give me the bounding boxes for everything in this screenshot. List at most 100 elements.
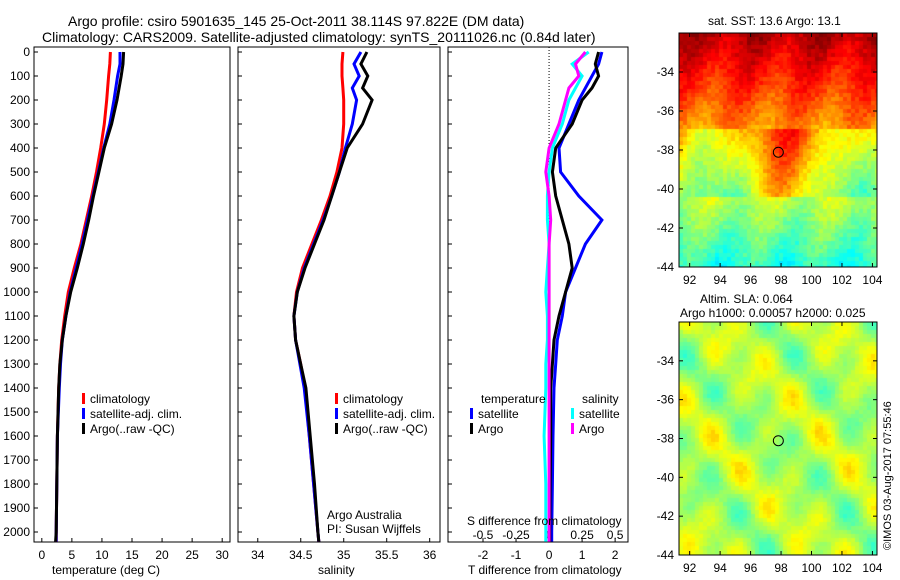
legend-label: satellite-adj. clim. (90, 407, 183, 421)
argo-location-marker (772, 435, 784, 447)
x-tick-label: 35.5 (375, 548, 399, 562)
y-tick-label: 1700 (3, 453, 30, 467)
x-tick-label: 92 (683, 273, 697, 287)
copyright-stamp: ©IMOS 03-Aug-2017 07:55:46 (882, 401, 894, 550)
legend-label: Argo(..raw -QC) (90, 422, 175, 436)
y-tick-label: 100 (10, 69, 30, 83)
salinity-axis-label: salinity (318, 563, 355, 577)
y-tick-label: 1400 (3, 381, 30, 395)
series-temperature-satellite (550, 51, 604, 542)
sla-map-title: Altim. SLA: 0.064 (700, 292, 793, 306)
x-tick-label: 15 (125, 548, 139, 562)
y-tick-label: -44 (657, 548, 675, 562)
credit-text: Argo Australia (327, 508, 402, 522)
legend-label: climatology (343, 392, 404, 406)
title-line1: Argo profile: csiro 5901635_145 25-Oct-2… (68, 13, 525, 29)
sla-map-subtitle: Argo h1000: 0.00057 h2000: 0.025 (680, 306, 866, 320)
diff-legend-temperature: temperature satellite Argo (470, 392, 546, 437)
x-tick-label: 104 (862, 561, 882, 575)
x2-tick-label: 0.5 (607, 528, 624, 542)
y-tick-label: 1200 (3, 333, 30, 347)
y-tick-label: 400 (10, 141, 30, 155)
x2-tick-label: 0.25 (570, 528, 594, 542)
x-tick-label: 25 (185, 548, 199, 562)
x-tick-label: 98 (774, 561, 788, 575)
y-tick-label: 1100 (4, 309, 30, 323)
legend-swatch (335, 423, 338, 434)
x-tick-label: -2 (478, 548, 489, 562)
x-tick-label: 92 (683, 561, 697, 575)
x-tick-label: 0 (546, 548, 553, 562)
legend-swatch (82, 393, 85, 404)
legend-swatch (335, 408, 338, 419)
x-tick-label: 5 (69, 548, 76, 562)
x-tick-label: 94 (713, 561, 727, 575)
y-tick-label: 600 (10, 189, 30, 203)
y-tick-label: 700 (10, 213, 30, 227)
x-tick-label: 1 (579, 548, 586, 562)
legend-swatch (335, 393, 338, 404)
legend-swatch (470, 408, 473, 419)
y-tick-label: 200 (10, 93, 30, 107)
y-tick-label: -34 (657, 65, 675, 79)
legend-label: Argo (579, 422, 605, 436)
y-tick-label: 1300 (3, 357, 30, 371)
y-tick-label: -34 (657, 354, 675, 368)
x-tick-label: 34 (251, 548, 265, 562)
series-argo-raw-qc- (54, 51, 126, 542)
legend-label: Argo(..raw -QC) (343, 422, 428, 436)
y-tick-label: -44 (657, 260, 675, 274)
legend-label: Argo (478, 422, 504, 436)
y-tick-label: -36 (657, 393, 675, 407)
x-tick-label: 94 (713, 273, 727, 287)
y-tick-label: 1800 (3, 477, 30, 491)
y-tick-label: 1000 (3, 285, 30, 299)
temperature-axis-label: temperature (deg C) (52, 563, 161, 577)
x-tick-label: 104 (862, 273, 882, 287)
legend-swatch (571, 423, 574, 434)
x-tick-label: -1 (511, 548, 522, 562)
legend-label: satellite-adj. clim. (343, 407, 436, 421)
sla-map-box (678, 321, 878, 556)
title-line2: Climatology: CARS2009. Satellite-adjuste… (42, 29, 596, 45)
series-temperature-argo (548, 51, 601, 542)
y-tick-label: -42 (657, 221, 675, 235)
x-tick-label: 96 (744, 273, 758, 287)
y-tick-label: 0 (23, 45, 30, 59)
series-salinity-argo (544, 51, 587, 542)
x-tick-label: 35 (337, 548, 351, 562)
sst-map-title: sat. SST: 13.6 Argo: 13.1 (708, 14, 841, 28)
legend-label: climatology (90, 392, 151, 406)
x-tick-label: 102 (832, 273, 852, 287)
y-tick-label: 1600 (3, 429, 30, 443)
x-tick-label: 98 (774, 273, 788, 287)
y-tick-label: -40 (657, 182, 675, 196)
sla-map-image (679, 322, 877, 555)
x-tick-label: 100 (801, 561, 821, 575)
y-tick-label: 500 (10, 165, 30, 179)
y-tick-label: -38 (657, 432, 675, 446)
diff-legend-salinity: salinity satellite Argo (571, 392, 620, 437)
argo-location-marker (772, 146, 784, 158)
legend-swatch (82, 408, 85, 419)
legend-swatch (82, 423, 85, 434)
series-argo-raw-qc- (292, 51, 374, 542)
salinity-axes-box (237, 46, 441, 543)
x-tick-label: 96 (744, 561, 758, 575)
y-tick-label: 300 (10, 117, 30, 131)
y-tick-label: 2000 (3, 525, 30, 539)
salinity-legend: climatology satellite-adj. clim. Argo(..… (335, 392, 435, 437)
y-tick-label: -40 (657, 470, 675, 484)
x-tick-label: 100 (801, 273, 821, 287)
x-tick-label: 30 (216, 548, 230, 562)
legend-swatch (470, 423, 473, 434)
difference-axes-box (447, 46, 629, 543)
y-tick-label: -36 (657, 104, 675, 118)
x2-tick-label: -0.5 (473, 528, 494, 542)
x-tick-label: 36 (423, 548, 437, 562)
legend-label: satellite (478, 407, 519, 421)
sst-map-box (678, 32, 878, 268)
y-tick-label: 900 (10, 261, 30, 275)
